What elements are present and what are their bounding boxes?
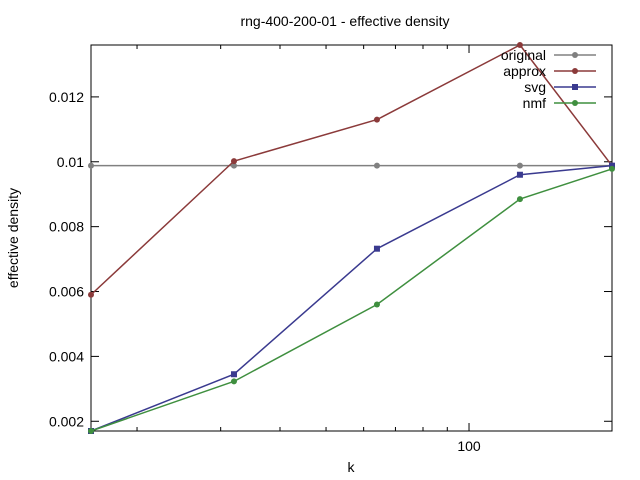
legend-entry-approx: approx (503, 63, 596, 79)
series-layer (88, 42, 615, 434)
data-point-original (230, 162, 237, 169)
y-tick-label: 0.004 (49, 348, 84, 364)
data-point-approx (516, 42, 523, 48)
data-point-original (88, 162, 94, 169)
legend-marker-svg (572, 84, 578, 90)
data-point-nmf (609, 165, 615, 172)
series-nmf (88, 165, 615, 434)
data-point-svg (609, 162, 615, 169)
series-line-nmf (90, 168, 613, 432)
legend-marker-approx (572, 68, 578, 74)
data-point-original (373, 162, 380, 169)
data-point-nmf (230, 378, 237, 385)
legend-entry-original: original (501, 47, 596, 63)
series-line-svg (90, 164, 613, 432)
legend-entry-nmf: nmf (523, 95, 596, 111)
data-point-svg (230, 371, 237, 378)
x-axis-label: k (348, 459, 356, 475)
data-point-nmf (516, 196, 523, 203)
x-tick-label: 100 (457, 438, 481, 454)
y-tick-label: 0.008 (49, 219, 84, 235)
legend-label-original: original (501, 47, 546, 63)
y-tick-label: 0.006 (49, 284, 84, 300)
plot-frame (90, 44, 613, 432)
legend-entry-svg: svg (524, 79, 596, 95)
data-point-svg (516, 171, 523, 178)
legend-label-nmf: nmf (523, 95, 546, 111)
data-point-nmf (373, 301, 380, 308)
data-point-approx (373, 116, 380, 123)
chart-title: rng-400-200-01 - effective density (240, 13, 449, 29)
series-svg (88, 162, 615, 434)
legend-label-approx: approx (503, 63, 546, 79)
data-point-approx (230, 158, 237, 165)
legend-label-svg: svg (524, 79, 546, 95)
data-point-nmf (88, 428, 94, 434)
series-original (88, 162, 615, 169)
legend-marker-nmf (572, 100, 578, 106)
legend-marker-original (572, 52, 578, 58)
y-axis-label: effective density (5, 188, 21, 288)
y-axis: 0.002 0.004 0.006 0.008 0.01 0.012 (49, 89, 612, 429)
data-point-svg (373, 245, 380, 252)
data-point-approx (88, 291, 94, 298)
data-point-original (516, 162, 523, 169)
y-tick-label: 0.002 (49, 413, 84, 429)
y-tick-label: 0.01 (57, 154, 84, 170)
y-tick-label: 0.012 (49, 89, 84, 105)
x-axis: 100 (136, 45, 613, 454)
